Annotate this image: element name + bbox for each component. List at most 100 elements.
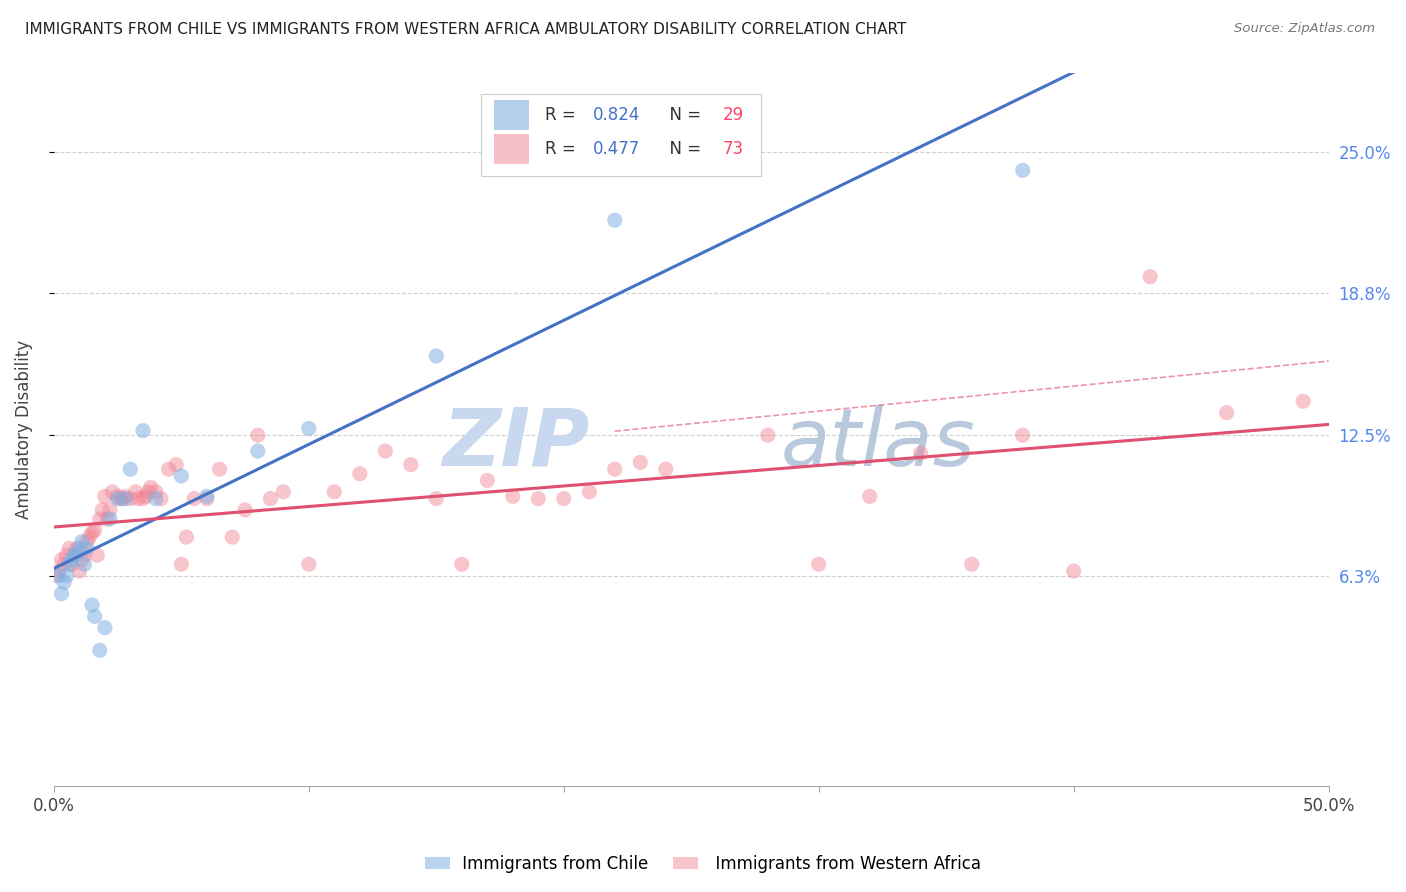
Point <box>60 553 83 567</box>
Text: atlas: atlas <box>780 405 976 483</box>
Text: 29: 29 <box>723 106 744 124</box>
Point <box>63 548 86 562</box>
Point <box>66 546 89 560</box>
Point <box>425 491 447 506</box>
Point <box>502 489 524 503</box>
Text: 73: 73 <box>723 139 744 158</box>
Text: R =: R = <box>544 106 581 124</box>
Point <box>73 548 96 562</box>
Point <box>67 564 90 578</box>
Text: 0.477: 0.477 <box>593 139 640 158</box>
Point <box>120 491 142 506</box>
Point <box>374 444 396 458</box>
Point <box>1063 564 1085 578</box>
Point <box>259 491 281 506</box>
Point <box>51 553 73 567</box>
Point <box>349 467 371 481</box>
Point <box>246 428 269 442</box>
Point <box>124 484 146 499</box>
Point <box>756 428 779 442</box>
Point <box>53 558 76 572</box>
Y-axis label: Ambulatory Disability: Ambulatory Disability <box>15 340 32 519</box>
Point <box>859 489 882 503</box>
Point <box>83 524 105 538</box>
Point <box>135 489 157 503</box>
Point <box>83 609 105 624</box>
Point <box>70 534 93 549</box>
Point <box>63 548 86 562</box>
FancyBboxPatch shape <box>494 134 529 163</box>
Point <box>89 643 111 657</box>
Point <box>603 462 626 476</box>
Point <box>176 530 198 544</box>
Point <box>98 512 121 526</box>
Text: Source: ZipAtlas.com: Source: ZipAtlas.com <box>1234 22 1375 36</box>
Point <box>165 458 187 472</box>
Point <box>233 503 256 517</box>
Point <box>73 558 96 572</box>
Point <box>323 484 346 499</box>
Point <box>111 491 134 506</box>
Point <box>553 491 575 506</box>
Point <box>127 491 149 506</box>
Point <box>1215 406 1237 420</box>
Point <box>70 553 93 567</box>
Point <box>195 489 218 503</box>
Point <box>76 534 98 549</box>
Point <box>79 530 101 544</box>
Point <box>80 525 103 540</box>
Point <box>55 568 77 582</box>
Point <box>67 541 90 556</box>
Point <box>221 530 243 544</box>
Point <box>107 491 129 506</box>
Point <box>1011 163 1033 178</box>
Point <box>578 484 600 499</box>
Text: ZIP: ZIP <box>441 405 589 483</box>
Point <box>48 564 70 578</box>
Text: N =: N = <box>659 106 707 124</box>
Point <box>98 503 121 517</box>
Point <box>101 484 124 499</box>
Text: 0.824: 0.824 <box>593 106 641 124</box>
Point <box>910 446 932 460</box>
Point <box>51 587 73 601</box>
Text: R =: R = <box>544 139 581 158</box>
Point <box>208 462 231 476</box>
Point <box>807 558 830 572</box>
Text: N =: N = <box>659 139 707 158</box>
Point <box>298 558 321 572</box>
Point <box>183 491 205 506</box>
Point <box>94 489 117 503</box>
Point <box>80 598 103 612</box>
Point <box>139 480 162 494</box>
Point <box>170 469 193 483</box>
Point <box>425 349 447 363</box>
Point <box>120 462 142 476</box>
Point <box>960 558 983 572</box>
Point <box>145 491 167 506</box>
Point <box>107 489 129 503</box>
Point <box>86 548 108 562</box>
Point <box>527 491 550 506</box>
Point <box>48 568 70 582</box>
Point <box>157 462 180 476</box>
Text: IMMIGRANTS FROM CHILE VS IMMIGRANTS FROM WESTERN AFRICA AMBULATORY DISABILITY CO: IMMIGRANTS FROM CHILE VS IMMIGRANTS FROM… <box>25 22 907 37</box>
Point <box>91 503 114 517</box>
Point <box>399 458 422 472</box>
Point <box>136 484 159 499</box>
Point <box>53 575 76 590</box>
Point <box>655 462 678 476</box>
Point <box>1139 269 1161 284</box>
Point <box>89 512 111 526</box>
Point <box>145 484 167 499</box>
Point <box>55 548 77 562</box>
Point <box>195 491 218 506</box>
Point <box>246 444 269 458</box>
Point <box>66 541 89 556</box>
Point <box>58 541 80 556</box>
Point <box>298 421 321 435</box>
FancyBboxPatch shape <box>481 95 762 177</box>
Point <box>1292 394 1315 409</box>
Point <box>477 474 499 488</box>
Point <box>271 484 294 499</box>
